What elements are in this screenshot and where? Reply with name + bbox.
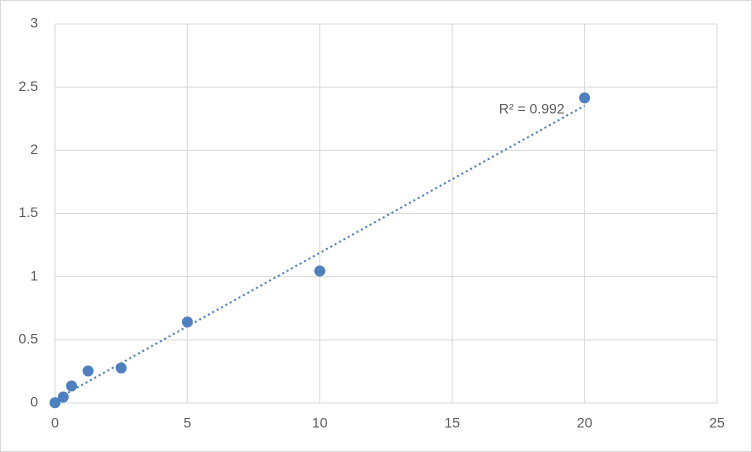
x-tick-label: 25	[709, 415, 725, 431]
y-tick-label: 2.5	[19, 78, 39, 94]
y-tick-label: 3	[30, 15, 38, 31]
y-tick-label: 0.5	[19, 331, 39, 347]
data-point	[82, 365, 94, 377]
trendline-label: R² = 0.992	[499, 100, 565, 116]
x-tick-label: 20	[577, 415, 593, 431]
x-tick-label: 5	[184, 415, 192, 431]
data-point	[181, 316, 193, 328]
data-point	[115, 362, 127, 374]
data-point	[579, 92, 591, 104]
x-tick-label: 15	[444, 415, 460, 431]
data-point	[66, 380, 78, 392]
x-tick-label: 0	[51, 415, 59, 431]
x-tick-label: 10	[312, 415, 328, 431]
data-point	[314, 265, 326, 277]
data-point	[49, 397, 61, 409]
y-tick-label: 1	[30, 267, 38, 283]
data-point	[57, 391, 69, 403]
y-tick-label: 2	[30, 141, 38, 157]
y-tick-label: 1.5	[19, 204, 39, 220]
y-tick-label: 0	[30, 394, 38, 410]
trendline	[54, 104, 586, 401]
